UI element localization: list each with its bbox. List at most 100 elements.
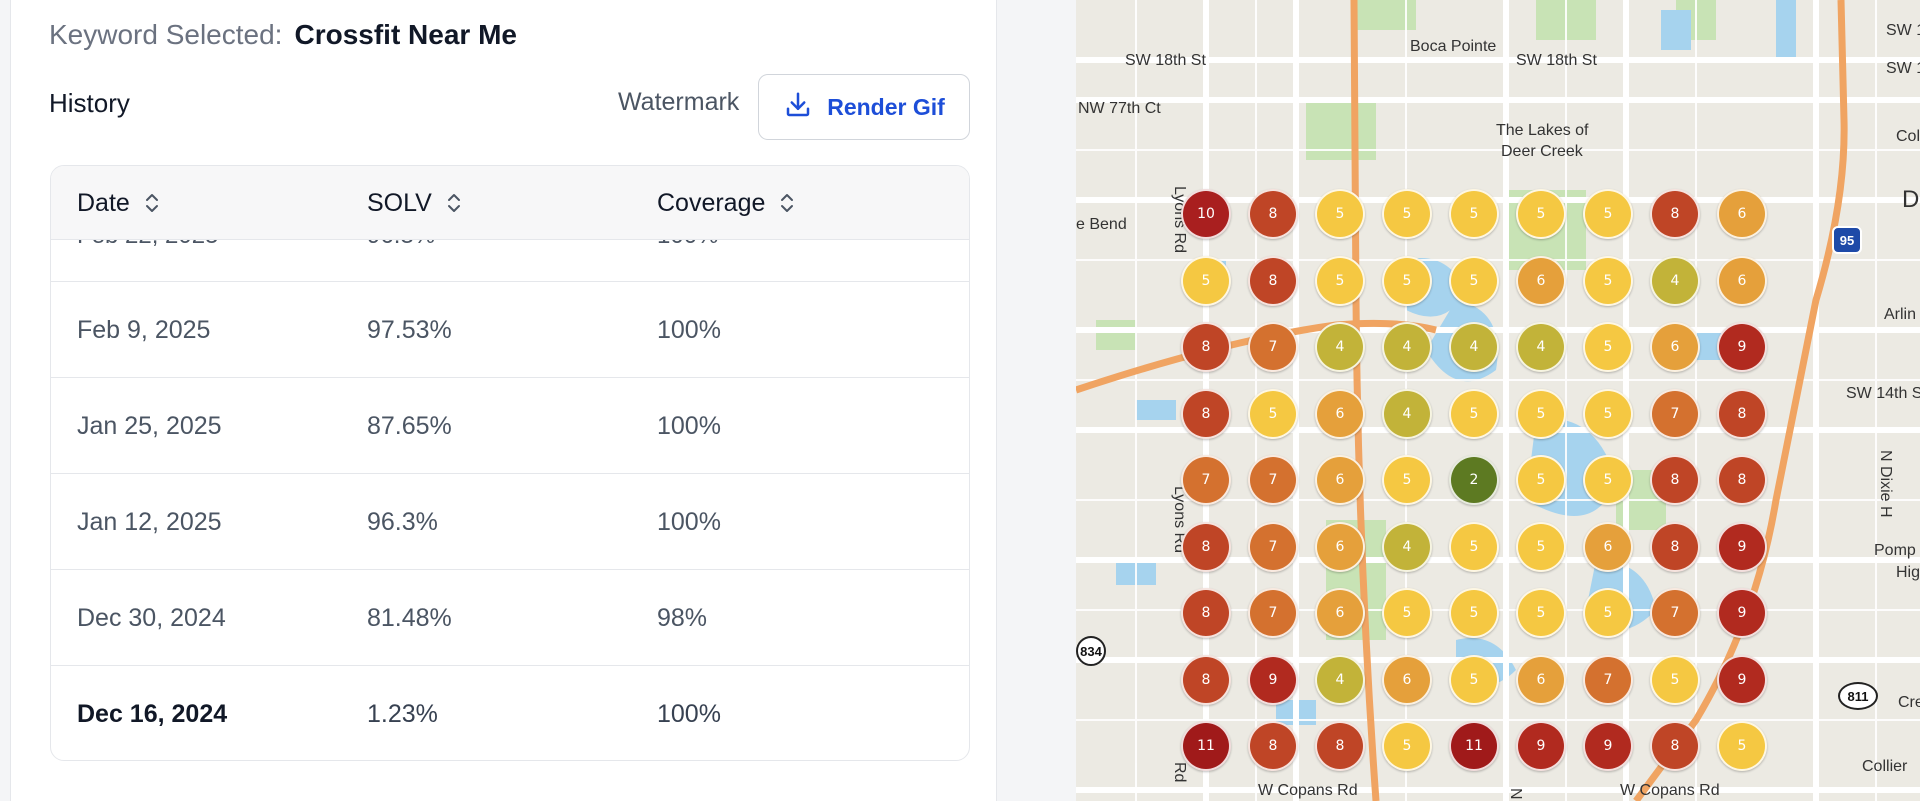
- column-coverage-label: Coverage: [657, 188, 766, 217]
- rank-pin[interactable]: 9: [1717, 521, 1767, 572]
- table-row[interactable]: Feb 22, 2025 96.3% 100%: [51, 240, 969, 282]
- rank-pin[interactable]: 5: [1382, 255, 1432, 306]
- rank-pin[interactable]: 4: [1449, 322, 1499, 372]
- rank-pin[interactable]: 10: [1181, 189, 1231, 239]
- rank-pin[interactable]: 9: [1248, 654, 1298, 705]
- rank-pin[interactable]: 9: [1516, 721, 1566, 771]
- rank-pin[interactable]: 5: [1181, 255, 1231, 306]
- rank-pin[interactable]: 8: [1181, 521, 1231, 572]
- rank-pin[interactable]: 5: [1382, 189, 1432, 239]
- table-row[interactable]: Jan 25, 2025 87.65% 100%: [51, 378, 969, 474]
- rank-pin[interactable]: 8: [1248, 255, 1298, 306]
- rank-pin[interactable]: 5: [1583, 388, 1633, 439]
- rank-pin[interactable]: 5: [1516, 521, 1566, 572]
- rank-pin[interactable]: 8: [1717, 388, 1767, 439]
- table-row-selected[interactable]: Dec 16, 2024 1.23% 100%: [51, 666, 969, 760]
- rank-pin[interactable]: 7: [1181, 455, 1231, 505]
- rank-pin[interactable]: 5: [1516, 388, 1566, 439]
- rank-pin[interactable]: 5: [1382, 721, 1432, 771]
- rank-pin[interactable]: 8: [1181, 588, 1231, 638]
- rank-pin[interactable]: 5: [1449, 654, 1499, 705]
- rank-pin[interactable]: 4: [1516, 322, 1566, 372]
- rank-pin[interactable]: 7: [1650, 588, 1700, 638]
- rank-pin[interactable]: 8: [1650, 189, 1700, 239]
- rank-pin[interactable]: 4: [1382, 521, 1432, 572]
- rank-pin[interactable]: 6: [1315, 455, 1365, 505]
- rank-pin[interactable]: 7: [1583, 654, 1633, 705]
- rank-pin[interactable]: 4: [1650, 255, 1700, 306]
- column-date[interactable]: Date: [77, 166, 160, 240]
- table-row[interactable]: Dec 30, 2024 81.48% 98%: [51, 570, 969, 666]
- rank-pin[interactable]: 9: [1717, 322, 1767, 372]
- render-gif-button[interactable]: Render Gif: [758, 74, 970, 140]
- rank-pin[interactable]: 5: [1382, 455, 1432, 505]
- rank-pin[interactable]: 7: [1650, 388, 1700, 439]
- rank-pin[interactable]: 7: [1248, 588, 1298, 638]
- rank-pin[interactable]: 8: [1181, 654, 1231, 705]
- rank-pin[interactable]: 5: [1583, 189, 1633, 239]
- rank-pin[interactable]: 6: [1315, 388, 1365, 439]
- sort-icon: [447, 194, 460, 212]
- rank-pin[interactable]: 8: [1650, 521, 1700, 572]
- column-solv[interactable]: SOLV: [367, 166, 462, 240]
- rank-pin[interactable]: 7: [1248, 455, 1298, 505]
- rank-pin[interactable]: 5: [1583, 588, 1633, 638]
- rank-pin[interactable]: 6: [1516, 654, 1566, 705]
- rank-pin[interactable]: 5: [1583, 322, 1633, 372]
- rank-pin[interactable]: 8: [1315, 721, 1365, 771]
- rank-pin[interactable]: 11: [1181, 721, 1231, 771]
- rank-pin[interactable]: 5: [1516, 189, 1566, 239]
- rank-pin[interactable]: 4: [1382, 388, 1432, 439]
- rank-pin[interactable]: 4: [1315, 322, 1365, 372]
- rank-pin[interactable]: 5: [1449, 521, 1499, 572]
- rank-pin[interactable]: 5: [1449, 588, 1499, 638]
- map-label: Hig: [1896, 564, 1920, 581]
- rank-pin[interactable]: 5: [1516, 588, 1566, 638]
- rank-pin[interactable]: 4: [1382, 322, 1432, 372]
- rank-pin[interactable]: 5: [1583, 255, 1633, 306]
- rank-pin[interactable]: 5: [1315, 189, 1365, 239]
- rank-pin[interactable]: 4: [1315, 654, 1365, 705]
- rank-pin[interactable]: 6: [1717, 255, 1767, 306]
- map-label: Rd: [1171, 762, 1188, 783]
- table-row[interactable]: Feb 9, 2025 97.53% 100%: [51, 282, 969, 378]
- highway-shield: 95: [1832, 226, 1862, 254]
- rank-pin[interactable]: 5: [1248, 388, 1298, 439]
- column-coverage[interactable]: Coverage: [657, 166, 795, 240]
- rank-pin[interactable]: 5: [1315, 255, 1365, 306]
- rank-pin[interactable]: 11: [1449, 721, 1499, 771]
- rank-pin[interactable]: 8: [1248, 189, 1298, 239]
- rank-pin[interactable]: 5: [1449, 388, 1499, 439]
- rank-pin[interactable]: 6: [1650, 322, 1700, 372]
- rank-pin[interactable]: 6: [1315, 588, 1365, 638]
- watermark-toggle[interactable]: Watermark: [618, 88, 740, 116]
- rank-pin[interactable]: 8: [1650, 455, 1700, 505]
- rank-pin[interactable]: 9: [1717, 588, 1767, 638]
- rank-pin[interactable]: 5: [1449, 255, 1499, 306]
- rank-pin[interactable]: 6: [1583, 521, 1633, 572]
- rank-pin[interactable]: 5: [1516, 455, 1566, 505]
- rank-pin[interactable]: 8: [1650, 721, 1700, 771]
- rank-pin[interactable]: 6: [1516, 255, 1566, 306]
- rank-grid-map[interactable]: SW 18th St Boca Pointe SW 18th St NW 77th C…: [1076, 0, 1920, 801]
- download-icon: [783, 90, 813, 125]
- rank-pin[interactable]: 5: [1717, 721, 1767, 771]
- rank-pin[interactable]: 6: [1382, 654, 1432, 705]
- rank-pin[interactable]: 6: [1717, 189, 1767, 239]
- rank-pin[interactable]: 8: [1181, 322, 1231, 372]
- rank-pin[interactable]: 5: [1449, 189, 1499, 239]
- table-row[interactable]: Jan 12, 2025 96.3% 100%: [51, 474, 969, 570]
- rank-pin[interactable]: 7: [1248, 521, 1298, 572]
- map-label: N: [1507, 788, 1524, 800]
- rank-pin[interactable]: 5: [1382, 588, 1432, 638]
- rank-pin[interactable]: 8: [1248, 721, 1298, 771]
- rank-pin[interactable]: 8: [1181, 388, 1231, 439]
- rank-pin[interactable]: 2: [1449, 455, 1499, 505]
- rank-pin[interactable]: 9: [1583, 721, 1633, 771]
- rank-pin[interactable]: 9: [1717, 654, 1767, 705]
- rank-pin[interactable]: 7: [1248, 322, 1298, 372]
- rank-pin[interactable]: 5: [1583, 455, 1633, 505]
- rank-pin[interactable]: 8: [1717, 455, 1767, 505]
- rank-pin[interactable]: 6: [1315, 521, 1365, 572]
- rank-pin[interactable]: 5: [1650, 654, 1700, 705]
